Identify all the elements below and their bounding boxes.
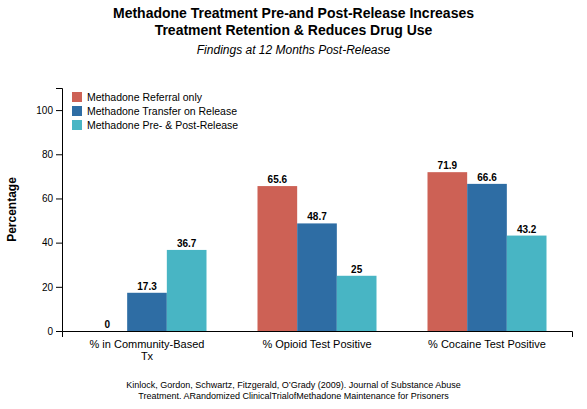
plot: 0 20 40 60 80 100 % in Community-BasedTx % Opio… [36, 89, 572, 363]
y-tick-label: 0 [47, 326, 53, 337]
y-tick-mark [56, 331, 62, 332]
x-tick-label: % Cocaine Test Positive [428, 338, 546, 350]
data-label: 0 [105, 319, 111, 330]
y-tick-label: 100 [36, 105, 53, 116]
y-tick-label: 20 [42, 282, 54, 293]
bar [258, 186, 298, 331]
x-tick-label: % Opioid Test Positive [262, 338, 371, 350]
y-tick-mark [56, 287, 62, 288]
y-tick: 20 [42, 282, 62, 293]
bar [88, 331, 128, 332]
legend-swatch [72, 120, 82, 130]
x-tick: % in Community-BasedTx [90, 338, 205, 363]
legend-label: Methadone Referral only [87, 91, 203, 103]
y-tick: 60 [42, 193, 62, 204]
y-tick: 40 [42, 237, 62, 248]
legend-label: Methadone Transfer on Release [87, 105, 237, 117]
y-tick-label: 40 [42, 237, 54, 248]
y-axis-title: Percentage [5, 177, 19, 242]
data-label: 66.6 [477, 172, 497, 183]
legend-label: Methadone Pre- & Post-Release [87, 119, 238, 131]
data-label: 48.7 [307, 211, 327, 222]
x-tick: % Cocaine Test Positive [428, 338, 546, 350]
bar [297, 223, 337, 331]
data-label: 71.9 [438, 160, 458, 171]
data-label: 36.7 [177, 238, 197, 249]
legend-swatch [72, 92, 82, 102]
y-tick: 80 [42, 149, 62, 160]
data-label: 17.3 [137, 281, 157, 292]
y-tick-mark [56, 154, 62, 155]
legend-item: Methadone Referral only [72, 91, 203, 103]
footnote: Kinlock, Gordon, Schwartz, Fitzgerald, O… [126, 380, 461, 401]
subtitle: Findings at 12 Months Post-Release [197, 43, 391, 57]
x-tick-label: % in Community-BasedTx [90, 338, 205, 363]
data-label: 25 [351, 264, 363, 275]
y-tick-mark [56, 243, 62, 244]
bar [167, 250, 207, 331]
legend-item: Methadone Pre- & Post-Release [72, 119, 238, 131]
legend: Methadone Referral only Methadone Transfe… [72, 91, 238, 131]
legend-swatch [72, 106, 82, 116]
bar [428, 172, 468, 331]
title: Methadone Treatment Pre-and Post-Release… [113, 5, 474, 38]
data-label: 43.2 [517, 224, 537, 235]
bar [127, 293, 167, 331]
series [167, 236, 547, 331]
bars [127, 172, 546, 331]
data-label: 65.6 [268, 174, 288, 185]
x-axis-line [63, 332, 573, 338]
y-tick-label: 60 [42, 193, 54, 204]
x-tick: % Opioid Test Positive [262, 338, 371, 350]
series [127, 184, 507, 331]
y-tick-mark [56, 110, 62, 111]
chart: Methadone Treatment Pre-and Post-Release… [0, 0, 587, 409]
y-tick-label: 80 [42, 149, 54, 160]
bar [337, 276, 377, 331]
bar [467, 184, 507, 331]
bar [507, 236, 547, 331]
legend-item: Methadone Transfer on Release [72, 105, 237, 117]
y-tick: 0 [47, 326, 62, 337]
data-labels: 0 65.6 71.9 17.3 48.7 66.6 36.7 25 43.2 [105, 160, 537, 330]
y-axis-line [56, 89, 63, 332]
y-axis: 0 20 40 60 80 100 [36, 89, 62, 337]
x-axis: % in Community-BasedTx % Opioid Test Posi… [63, 332, 573, 363]
series [258, 172, 468, 331]
y-tick: 100 [36, 105, 62, 116]
y-tick-mark [56, 198, 62, 199]
